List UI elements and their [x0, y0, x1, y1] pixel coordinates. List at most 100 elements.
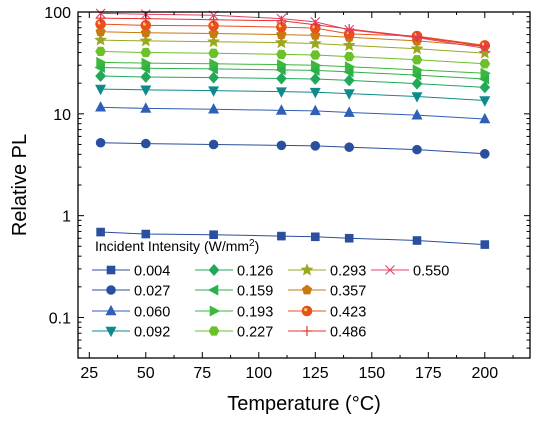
series-0.486	[95, 13, 490, 52]
x-tick-label: 125	[302, 365, 329, 382]
data-point-0.004-6	[412, 236, 422, 245]
data-point-0.293-3	[274, 35, 288, 49]
legend-marker-0.423	[301, 305, 313, 317]
data-point-0.193-3	[277, 59, 288, 71]
x-tick-label: 200	[471, 365, 498, 382]
data-point-0.550-5	[344, 24, 355, 35]
data-point-0.092-5	[343, 89, 355, 100]
data-point-0.227-0	[95, 46, 106, 57]
legend: Incident Intensity (W/mm2) 0.004 0.027 0.06…	[92, 238, 449, 341]
legend-marker-0.027	[106, 285, 116, 295]
legend-label: 0.004	[134, 264, 170, 280]
legend-marker-0.193	[209, 305, 221, 317]
legend-item-0.159: 0.159	[195, 284, 273, 300]
legend-marker-0.126	[208, 264, 220, 276]
legend-item-0.027: 0.027	[92, 284, 170, 300]
data-point-0.126-7	[479, 81, 491, 94]
y-tick-label: 100	[44, 5, 71, 22]
data-point-0.004-1	[141, 229, 151, 239]
data-point-0.060-6	[411, 109, 423, 120]
series-0.027	[95, 137, 490, 159]
data-point-0.486-3	[276, 15, 287, 26]
data-point-0.126-1	[140, 71, 152, 83]
data-point-0.550-4	[310, 16, 321, 27]
legend-marker-0.293	[300, 263, 314, 276]
series-line-0.227	[100, 50, 485, 65]
y-tick-label: 1	[62, 209, 71, 226]
legend-label: 0.060	[134, 305, 170, 321]
data-point-0.293-2	[207, 34, 221, 48]
series-0.159	[94, 62, 490, 85]
legend-marker-0.357	[301, 284, 313, 295]
x-tick-label: 100	[245, 365, 272, 382]
series-line-0.193	[100, 61, 485, 74]
legend-label: 0.423	[330, 305, 366, 321]
legend-item-0.293: 0.293	[288, 263, 366, 280]
x-axis-title: Temperature (°C)	[227, 393, 381, 415]
data-point-0.060-2	[208, 103, 220, 114]
legend-item-0.423: 0.423	[288, 305, 366, 321]
data-point-0.092-7	[479, 96, 491, 107]
legend-item-0.357: 0.357	[288, 284, 366, 300]
legend-item-0.486: 0.486	[288, 325, 366, 341]
data-point-0.227-2	[208, 48, 219, 58]
data-point-0.027-0	[95, 137, 106, 148]
series-0.004	[96, 227, 490, 249]
data-point-0.550-6	[412, 32, 422, 43]
data-point-0.027-7	[479, 149, 490, 159]
data-point-0.060-4	[309, 104, 321, 116]
data-point-0.126-5	[343, 74, 355, 87]
data-point-0.126-0	[95, 70, 107, 82]
data-point-0.027-5	[344, 142, 355, 153]
data-point-0.357-0	[95, 26, 106, 37]
series-line-0.357	[100, 31, 485, 47]
series-line-0.293	[100, 39, 485, 54]
data-point-0.486-0	[95, 13, 106, 24]
data-point-0.293-4	[308, 36, 322, 50]
data-point-0.092-0	[95, 84, 107, 96]
legend-label: 0.357	[330, 284, 366, 300]
series-0.550	[95, 8, 490, 54]
data-point-0.004-7	[480, 240, 490, 249]
series-line-0.004	[100, 231, 485, 246]
data-point-0.060-3	[275, 104, 287, 115]
legend-marker-0.060	[105, 304, 117, 316]
data-point-0.293-6	[410, 42, 424, 55]
data-point-0.092-6	[411, 92, 423, 103]
data-point-0.193-7	[480, 67, 491, 79]
legend-title-close: )	[255, 238, 260, 254]
data-point-0.550-3	[276, 13, 287, 24]
legend-label: 0.193	[237, 305, 273, 321]
data-point-0.060-0	[95, 101, 107, 112]
data-point-0.004-0	[96, 227, 105, 237]
legend-item-0.092: 0.092	[92, 325, 170, 341]
data-point-0.060-5	[343, 106, 355, 117]
series-layer	[94, 8, 492, 249]
legend-label: 0.159	[237, 284, 273, 300]
data-point-0.004-4	[310, 232, 320, 242]
legend-label: 0.092	[134, 325, 170, 341]
data-point-0.126-2	[208, 71, 220, 84]
data-point-0.486-2	[208, 14, 219, 25]
data-point-0.004-3	[277, 231, 286, 241]
data-point-0.293-5	[342, 38, 356, 51]
data-point-0.486-7	[479, 41, 490, 52]
legend-marker-0.227	[208, 326, 220, 336]
series-line-0.060	[100, 106, 485, 120]
y-tick-label: 10	[53, 107, 71, 124]
data-point-0.193-0	[96, 56, 107, 68]
series-0.092	[95, 84, 491, 107]
legend-item-0.126: 0.126	[195, 264, 273, 280]
legend-label: 0.227	[237, 325, 273, 341]
series-0.060	[95, 101, 491, 124]
legend-item-0.193: 0.193	[195, 305, 273, 321]
x-tick-label: 50	[137, 365, 155, 382]
data-point-0.227-1	[140, 47, 152, 58]
data-point-0.092-1	[140, 85, 152, 96]
legend-marker-0.486	[302, 326, 312, 336]
legend-label: 0.126	[237, 264, 273, 280]
x-tick-label: 150	[358, 365, 385, 382]
data-point-0.060-7	[479, 112, 491, 124]
series-line-0.486	[100, 17, 485, 47]
